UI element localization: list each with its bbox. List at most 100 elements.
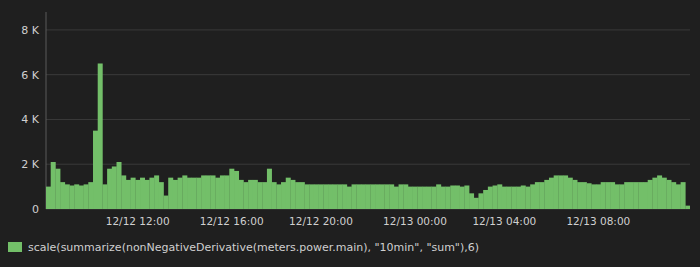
bar <box>507 187 512 209</box>
bar <box>596 184 601 209</box>
bar <box>201 175 206 209</box>
bar <box>502 187 507 209</box>
grid-line <box>46 119 690 120</box>
bar <box>192 178 197 209</box>
y-tick-label: 8 K <box>21 24 39 37</box>
bar <box>638 182 643 209</box>
bar <box>446 187 451 209</box>
bar <box>666 180 671 209</box>
bar <box>187 178 192 209</box>
bar <box>309 184 314 209</box>
bar <box>258 182 263 209</box>
bar <box>88 182 93 209</box>
bar <box>215 178 220 209</box>
bar-series <box>46 63 690 209</box>
bar <box>634 182 639 209</box>
bar <box>521 185 526 209</box>
bar <box>333 184 338 209</box>
bar <box>145 180 150 209</box>
bar <box>93 131 98 209</box>
bar <box>51 162 56 209</box>
bar <box>248 180 253 209</box>
bar <box>455 185 460 209</box>
bar <box>549 178 554 209</box>
bar <box>121 175 126 209</box>
x-tick-label: 12/12 20:00 <box>289 215 353 227</box>
bar <box>366 184 371 209</box>
chart: 02 K4 K6 K8 K12/12 12:0012/12 16:0012/12… <box>0 0 700 267</box>
bar <box>60 182 65 209</box>
bar <box>267 169 272 209</box>
bar <box>460 187 465 209</box>
grid-line <box>46 164 690 165</box>
bar <box>525 187 530 209</box>
bar <box>225 175 230 209</box>
bar <box>253 180 258 209</box>
bar <box>657 175 662 209</box>
bar <box>403 184 408 209</box>
grid-line <box>46 29 690 30</box>
bar <box>436 184 441 209</box>
bar <box>516 187 521 209</box>
bar <box>563 175 568 209</box>
bar <box>131 178 136 209</box>
bar <box>648 180 653 209</box>
bar <box>178 178 183 209</box>
bar <box>478 193 483 209</box>
bar <box>220 175 225 209</box>
bar <box>328 184 333 209</box>
bar <box>234 171 239 209</box>
bar <box>441 187 446 209</box>
bar <box>676 184 681 209</box>
y-tick-label: 4 K <box>21 113 39 126</box>
bar <box>65 184 70 209</box>
bar <box>342 184 347 209</box>
bar <box>356 184 361 209</box>
y-tick-label: 6 K <box>21 69 39 82</box>
bar <box>671 182 676 209</box>
bar <box>652 178 657 209</box>
bar <box>544 180 549 209</box>
bar <box>380 184 385 209</box>
bar <box>98 63 103 209</box>
y-tick-label: 0 <box>32 203 39 216</box>
bar <box>554 175 559 209</box>
bar <box>384 184 389 209</box>
bar <box>568 178 573 209</box>
bar <box>79 185 84 209</box>
bar <box>511 187 516 209</box>
bar <box>629 182 634 209</box>
bar <box>168 178 173 209</box>
bar <box>535 182 540 209</box>
bar <box>389 184 394 209</box>
bar <box>427 187 432 209</box>
bar <box>601 182 606 209</box>
bar <box>619 184 624 209</box>
legend-label: scale(summarize(nonNegativeDerivative(me… <box>28 241 479 254</box>
bar <box>182 175 187 209</box>
bar <box>431 187 436 209</box>
x-tick-label: 12/12 16:00 <box>200 215 264 227</box>
bar <box>262 182 267 209</box>
y-axis-line <box>46 12 47 209</box>
bar <box>149 178 154 209</box>
bar <box>497 184 502 209</box>
bar <box>540 182 545 209</box>
bar <box>74 184 79 209</box>
bar <box>361 184 366 209</box>
bar <box>286 178 291 209</box>
bar <box>117 162 122 209</box>
bar <box>624 182 629 209</box>
bar <box>347 187 352 209</box>
bar <box>112 166 117 209</box>
bar <box>474 198 479 209</box>
bar <box>164 196 169 209</box>
bar <box>493 185 498 209</box>
bar <box>582 182 587 209</box>
bar <box>572 180 577 209</box>
bar <box>417 187 422 209</box>
bar <box>305 184 310 209</box>
bar <box>239 180 244 209</box>
bar <box>295 182 300 209</box>
bar <box>450 185 455 209</box>
